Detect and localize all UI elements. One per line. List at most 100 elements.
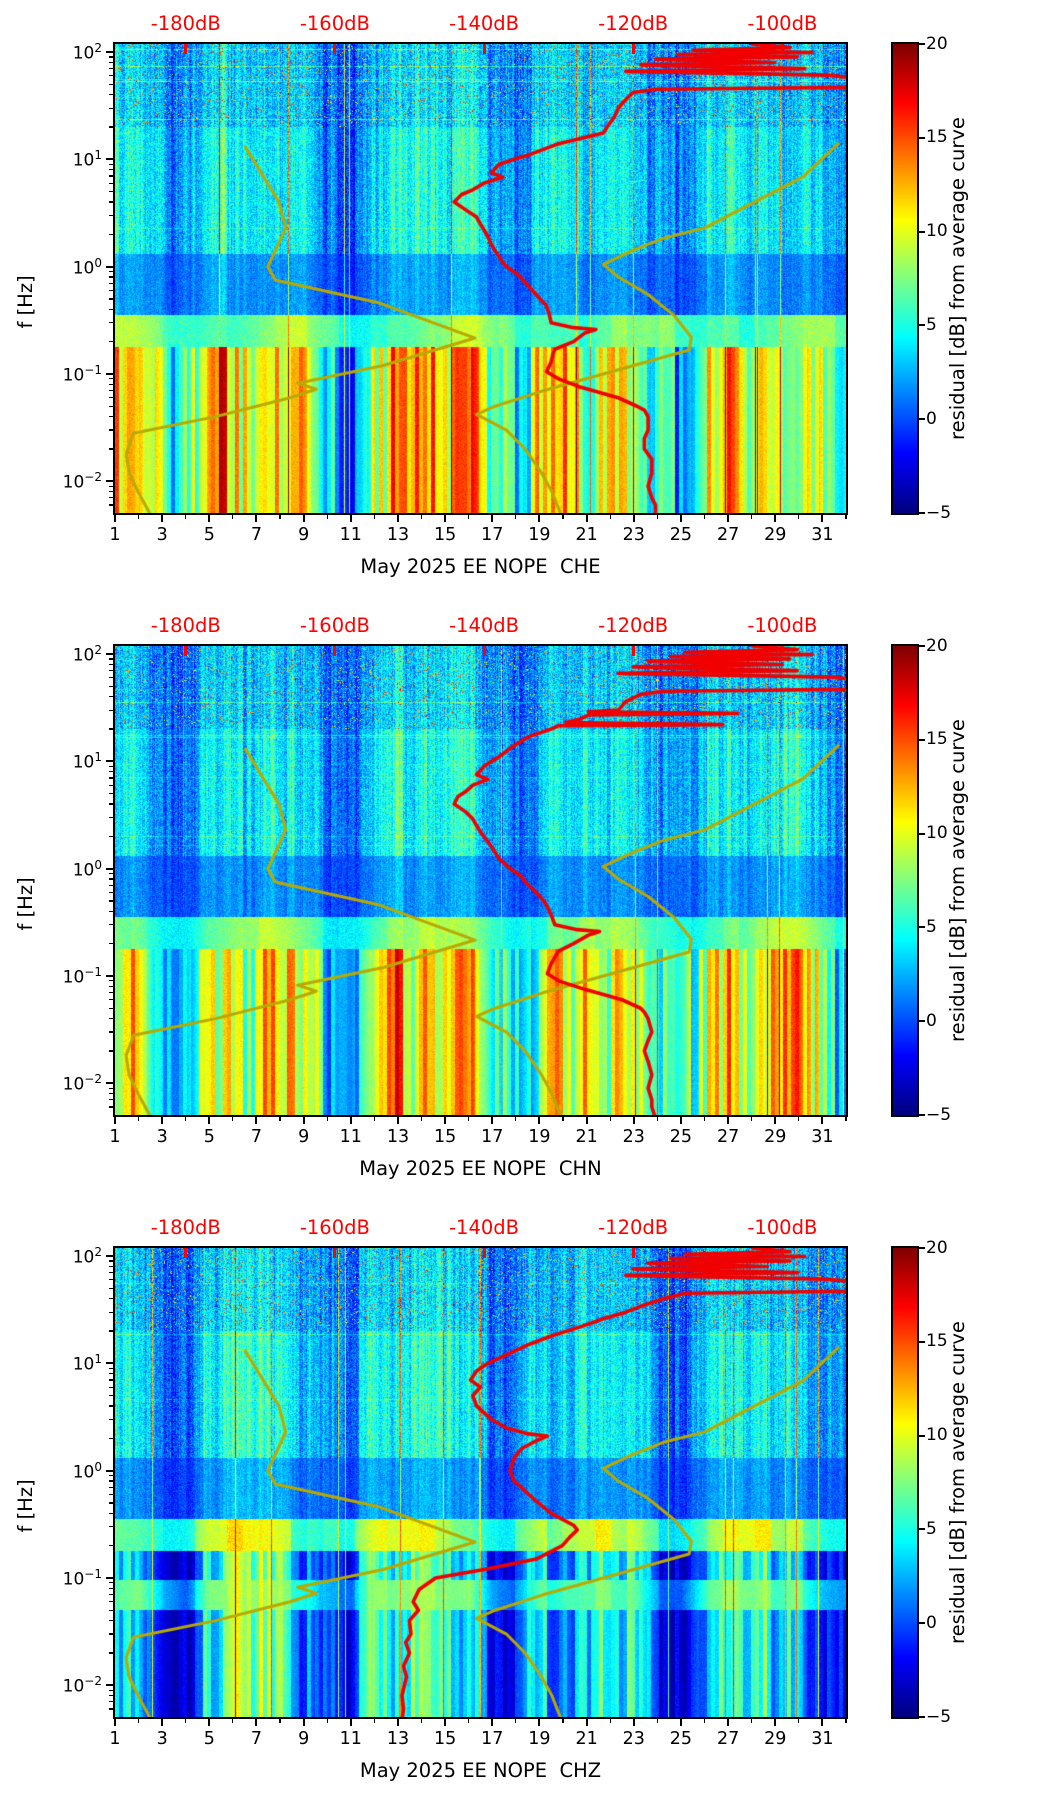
- y-tick-label: 102: [72, 643, 102, 666]
- y-minor-tick: [109, 1418, 113, 1421]
- x-major-tick: [255, 515, 258, 522]
- x-minor-tick: [845, 1719, 847, 1723]
- y-minor-tick: [109, 1379, 113, 1381]
- y-minor-tick: [109, 389, 113, 392]
- y-minor-tick: [109, 322, 113, 324]
- x-tick-label: 23: [622, 1729, 645, 1749]
- x-major-tick: [208, 1117, 211, 1124]
- x-tick-label: 1: [109, 525, 121, 545]
- y-minor-tick: [109, 872, 113, 875]
- x-tick-label: 29: [764, 1729, 787, 1749]
- x-major-tick: [632, 1117, 635, 1124]
- x-major-tick: [632, 1719, 635, 1726]
- plot-spine: [113, 42, 848, 515]
- x-tick-label: 9: [298, 525, 310, 545]
- colorbar-tick-label: 5: [926, 916, 937, 937]
- x-axis-title: May 2025 EE NOPE CHN: [359, 1157, 602, 1180]
- x-major-tick: [538, 515, 541, 522]
- y-minor-tick: [109, 771, 113, 773]
- top-axis-red-tick: [482, 1248, 486, 1258]
- x-minor-tick: [562, 1719, 564, 1723]
- colorbar-tick: [919, 1528, 925, 1531]
- colorbar-canvas: [893, 44, 917, 513]
- y-minor-tick: [109, 298, 113, 300]
- y-minor-tick: [109, 491, 113, 493]
- x-minor-tick: [232, 1117, 234, 1121]
- x-major-tick: [302, 1117, 305, 1124]
- y-minor-tick: [109, 1279, 113, 1281]
- x-minor-tick: [232, 1719, 234, 1723]
- y-minor-tick: [109, 1106, 113, 1108]
- x-major-tick: [349, 1117, 352, 1124]
- x-tick-label: 5: [203, 525, 215, 545]
- x-tick-label: 1: [109, 1127, 121, 1147]
- x-major-tick: [727, 515, 730, 522]
- x-minor-tick: [845, 515, 847, 519]
- colorbar-tick: [919, 738, 925, 741]
- x-minor-tick: [609, 1719, 611, 1723]
- y-minor-tick: [109, 1652, 113, 1654]
- y-minor-tick: [109, 1367, 113, 1369]
- colorbar-tick: [919, 832, 925, 835]
- top-axis-red-tick: [184, 1248, 188, 1258]
- x-minor-tick: [845, 1117, 847, 1121]
- y-minor-tick: [109, 270, 113, 273]
- y-minor-tick: [109, 1502, 113, 1504]
- y-minor-tick: [109, 282, 113, 284]
- top-axis-label: -140dB: [449, 614, 520, 637]
- x-major-tick: [255, 1719, 258, 1726]
- y-minor-tick: [109, 1601, 113, 1603]
- x-major-tick: [302, 515, 305, 522]
- top-axis-label: -180dB: [150, 614, 221, 637]
- y-tick-label: 10−1: [62, 362, 102, 386]
- x-minor-tick: [326, 1117, 328, 1121]
- y-minor-tick: [109, 405, 113, 407]
- y-minor-tick: [109, 685, 113, 687]
- y-minor-tick: [109, 878, 113, 880]
- y-minor-tick: [109, 1298, 113, 1300]
- y-minor-tick: [109, 107, 113, 109]
- x-tick-label: 21: [575, 1127, 598, 1147]
- x-tick-label: 7: [250, 525, 263, 545]
- y-minor-tick: [109, 985, 113, 987]
- x-major-tick: [821, 1117, 824, 1124]
- x-tick-label: 11: [339, 1729, 362, 1749]
- colorbar-tick-label: −5: [926, 1706, 952, 1727]
- x-major-tick: [774, 1117, 777, 1124]
- y-minor-tick: [109, 658, 113, 660]
- x-major-tick: [538, 1719, 541, 1726]
- x-minor-tick: [185, 515, 187, 519]
- x-minor-tick: [326, 515, 328, 519]
- x-axis-title: May 2025 EE NOPE CHE: [360, 555, 601, 578]
- y-minor-tick: [109, 1031, 113, 1033]
- y-axis-label: f [Hz]: [14, 1479, 37, 1533]
- y-minor-tick: [109, 448, 113, 450]
- x-major-tick: [208, 1719, 211, 1726]
- x-minor-tick: [798, 1117, 800, 1121]
- colorbar-tick-label: 10: [926, 823, 948, 844]
- top-axis-label: -160dB: [299, 12, 370, 35]
- y-minor-tick: [109, 276, 113, 278]
- x-minor-tick: [373, 515, 375, 519]
- x-tick-label: 25: [669, 1729, 693, 1749]
- y-minor-tick: [109, 1260, 113, 1262]
- x-tick-label: 7: [250, 1729, 263, 1749]
- y-minor-tick: [109, 777, 113, 779]
- top-axis-red-tick: [631, 44, 635, 54]
- top-axis-label: -140dB: [449, 12, 520, 35]
- heatmap-canvas: [115, 44, 846, 513]
- x-tick-label: 19: [528, 1127, 551, 1147]
- y-minor-tick: [109, 1311, 113, 1313]
- x-tick-label: 3: [156, 1729, 168, 1749]
- x-major-tick: [255, 1117, 258, 1124]
- x-tick-label: 11: [339, 1127, 362, 1147]
- y-tick-label: 10−2: [62, 1072, 102, 1095]
- colorbar-tick: [919, 1716, 925, 1718]
- x-minor-tick: [798, 1719, 800, 1723]
- x-tick-label: 1: [109, 1729, 121, 1749]
- top-axis-label: -180dB: [150, 1216, 221, 1239]
- colorbar-tick: [919, 1020, 925, 1023]
- y-minor-tick: [109, 1545, 113, 1547]
- y-tick-label: 101: [72, 148, 102, 171]
- colorbar-label: residual [dB] from average curve: [946, 1321, 969, 1644]
